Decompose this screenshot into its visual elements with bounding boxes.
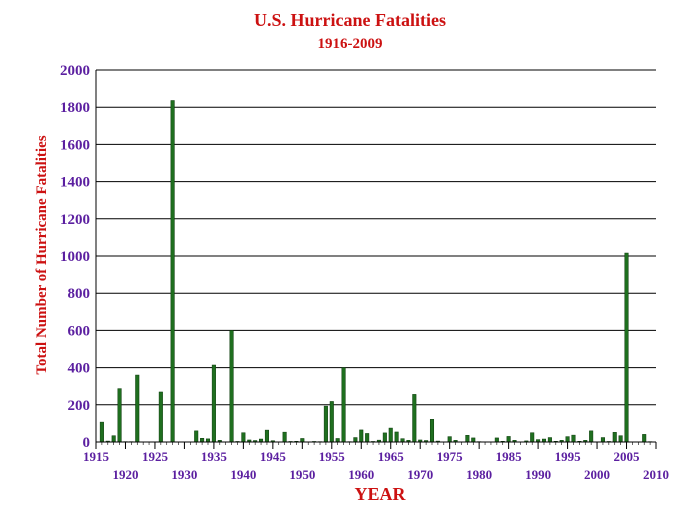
- bar-1922: [135, 374, 140, 443]
- bar-1996: [571, 434, 576, 443]
- x-tick-label: 1960: [348, 467, 374, 482]
- bar-1954: [323, 405, 328, 443]
- bar-1975: [447, 436, 452, 443]
- x-tick-label: 1975: [437, 449, 464, 464]
- chart-subtitle: 1916-2009: [318, 36, 383, 52]
- x-tick-label: 2000: [584, 467, 610, 482]
- x-tick-label: 1985: [496, 449, 523, 464]
- bar-1979: [471, 437, 476, 443]
- bar-1978: [465, 435, 470, 443]
- x-axis-label: YEAR: [354, 484, 406, 504]
- bar-1940: [241, 432, 246, 443]
- x-tick-label: 2005: [614, 449, 641, 464]
- y-axis-ticks: 0 200 400 600 800 1000 1200 1400 1600 1800 2000: [60, 63, 90, 451]
- bar-1955: [329, 401, 334, 443]
- y-tick-label: 800: [68, 286, 91, 302]
- x-tick-label: 1930: [171, 467, 197, 482]
- bar-2003: [612, 432, 617, 443]
- bar-series: [99, 100, 653, 443]
- bar-1959: [353, 437, 358, 443]
- x-tick-label: 1915: [83, 449, 110, 464]
- y-axis-label: Total Number of Hurricane Fatalities: [34, 135, 50, 374]
- x-tick-label: 1925: [142, 449, 169, 464]
- bar-2005: [624, 252, 629, 443]
- x-tick-label: 1955: [319, 449, 346, 464]
- y-tick-label: 200: [68, 398, 91, 414]
- bar-1960: [359, 429, 364, 443]
- bar-1950: [300, 438, 305, 443]
- bar-1926: [158, 391, 163, 443]
- y-tick-label: 2000: [60, 63, 90, 79]
- x-axis-ticks: 1915 1925 1935 1945 1955 1965 1975 1985 1995 2005…: [83, 442, 669, 482]
- bar-1928: [170, 100, 175, 443]
- bar-1957: [341, 367, 346, 443]
- bar-1918: [111, 435, 116, 443]
- bar-1966: [394, 431, 399, 443]
- x-tick-label: 1980: [466, 467, 492, 482]
- bar-1967: [400, 438, 405, 443]
- x-tick-label: 1950: [289, 467, 315, 482]
- bar-1999: [589, 430, 594, 443]
- y-tick-label: 1000: [60, 249, 90, 265]
- bar-1965: [388, 427, 393, 443]
- bar-1964: [382, 432, 387, 443]
- x-tick-label: 1965: [378, 449, 405, 464]
- grid-lines: [96, 69, 656, 406]
- bar-1985: [506, 436, 511, 443]
- bar-1919: [117, 388, 122, 443]
- bar-2001: [600, 437, 605, 443]
- x-tick-label: 1935: [201, 449, 228, 464]
- bar-1935: [211, 364, 216, 443]
- y-tick-label: 1400: [60, 175, 90, 191]
- bar-1938: [229, 330, 234, 443]
- x-tick-label: 1920: [112, 467, 138, 482]
- chart-title: U.S. Hurricane Fatalities: [254, 10, 446, 30]
- bar-1916: [99, 421, 104, 443]
- x-tick-label: 1990: [525, 467, 551, 482]
- x-tick-label: 1995: [555, 449, 582, 464]
- bar-1972: [429, 419, 435, 443]
- bar-2008: [642, 434, 647, 443]
- bar-1956: [335, 438, 340, 443]
- y-tick-label: 400: [68, 361, 91, 377]
- plot-frame: [95, 70, 656, 443]
- bar-1947: [282, 431, 287, 443]
- y-tick-label: 1200: [60, 212, 90, 228]
- x-tick-label: 1945: [260, 449, 287, 464]
- x-tick-label: 2010: [643, 467, 669, 482]
- bar-1969: [412, 394, 417, 443]
- bar-1989: [530, 432, 535, 443]
- bar-1961: [365, 433, 370, 443]
- x-tick-label: 1970: [407, 467, 433, 482]
- y-tick-label: 1800: [60, 100, 90, 116]
- bar-1983: [494, 437, 499, 443]
- bar-1944: [264, 429, 269, 443]
- bar-1932: [194, 430, 199, 443]
- y-tick-label: 1600: [60, 137, 90, 153]
- bar-2004: [618, 435, 623, 443]
- x-tick-label: 1940: [230, 467, 256, 482]
- y-tick-label: 600: [68, 323, 91, 339]
- bar-1933: [200, 438, 205, 443]
- bar-1992: [547, 437, 552, 443]
- bar-1995: [565, 436, 570, 443]
- y-tick-label: 0: [83, 435, 91, 451]
